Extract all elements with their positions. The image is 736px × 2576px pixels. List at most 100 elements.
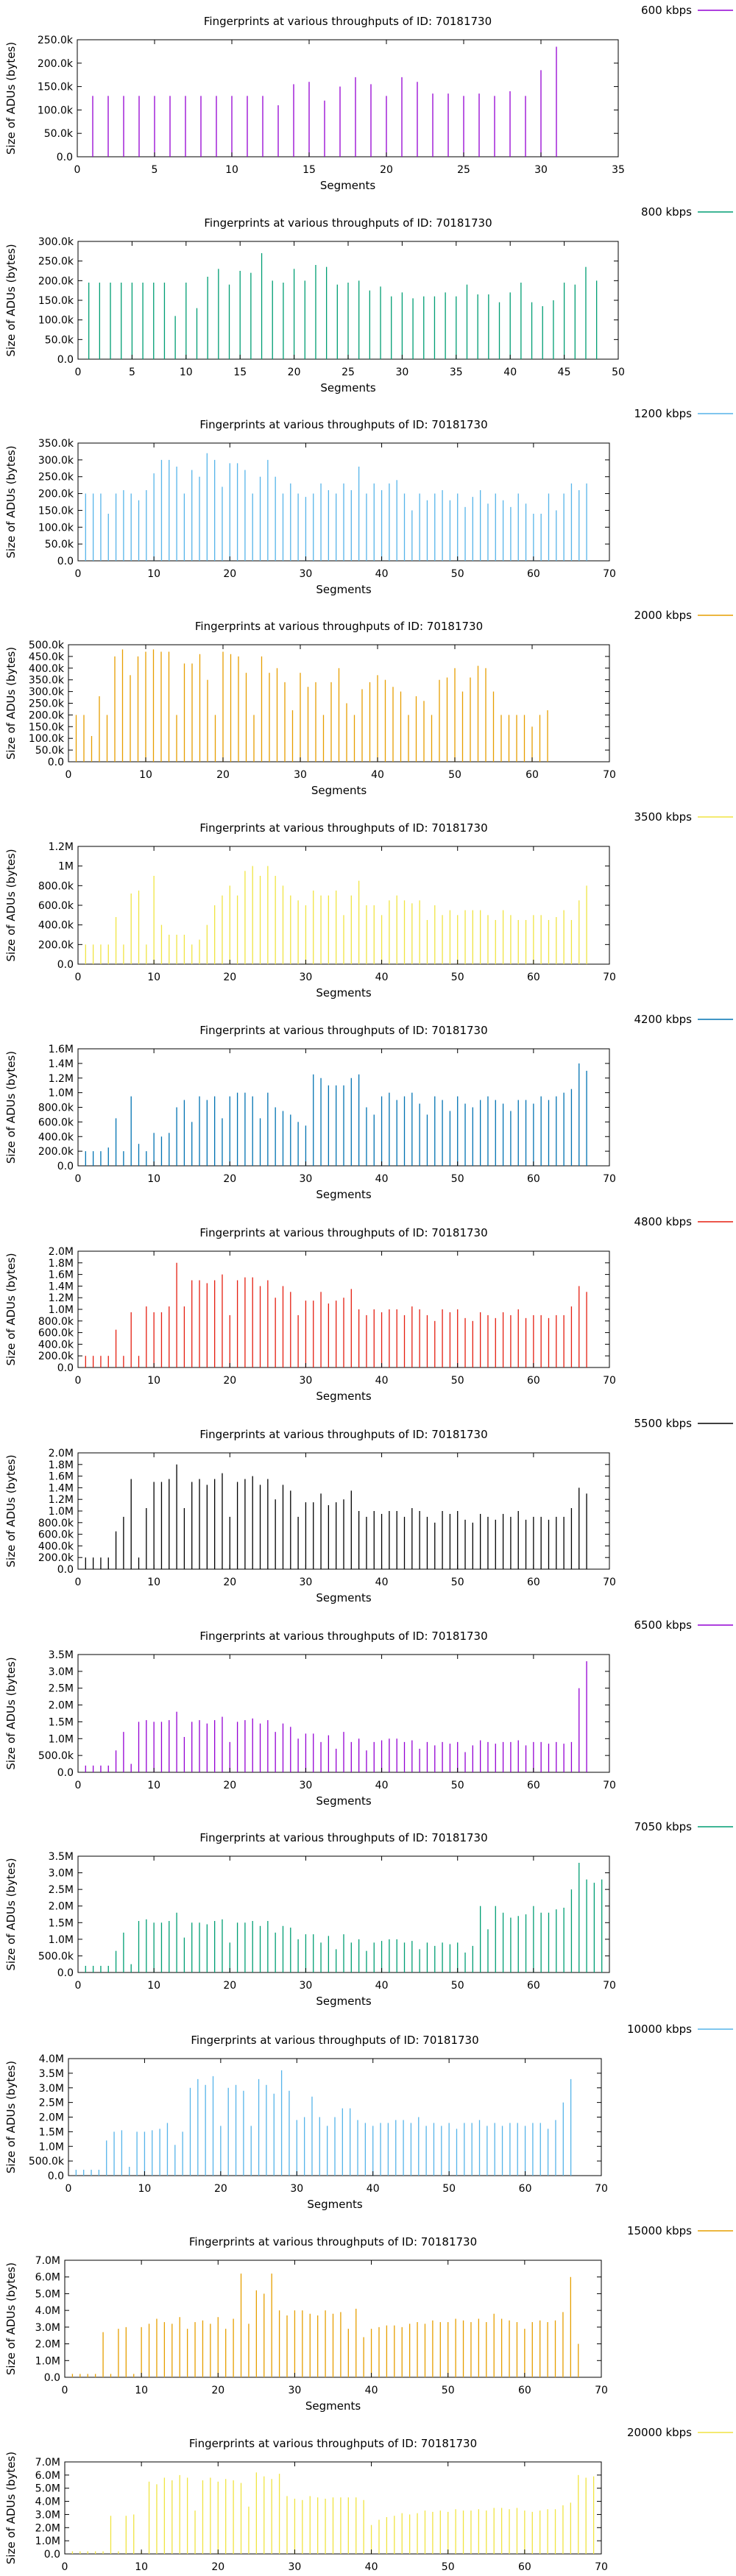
y-tick-label: 800.0k (38, 880, 74, 892)
x-tick-label: 40 (375, 1980, 389, 1992)
chart-panel: Fingerprints at various throughputs of I… (4, 4, 733, 192)
y-tick-label: 200.0k (38, 1552, 74, 1564)
x-tick-label: 10 (138, 2183, 152, 2195)
x-axis-label: Segments (320, 179, 376, 192)
x-tick-label: 40 (375, 1780, 389, 1791)
x-tick-label: 5 (152, 164, 158, 176)
x-tick-label: 30 (300, 1780, 313, 1791)
y-axis-label: Size of ADUs (bytes) (4, 647, 18, 760)
x-axis-label: Segments (316, 1591, 372, 1604)
y-tick-label: 1.8M (49, 1258, 74, 1270)
x-tick-label: 50 (442, 2561, 455, 2573)
y-tick-label: 300.0k (38, 455, 74, 467)
x-tick-label: 40 (365, 2561, 378, 2573)
x-tick-label: 10 (147, 972, 160, 983)
y-tick-label: 100.0k (38, 315, 74, 327)
x-tick-label: 60 (527, 1980, 540, 1992)
x-tick-label: 60 (518, 2561, 531, 2573)
y-tick-label: 1.2M (49, 841, 74, 853)
y-tick-label: 200.0k (38, 939, 74, 951)
y-tick-label: 6.0M (35, 2470, 60, 2482)
y-tick-label: 0.0 (57, 152, 73, 163)
y-tick-label: 1.6M (49, 1044, 74, 1055)
y-tick-label: 250.0k (38, 256, 74, 268)
chart-panel: Fingerprints at various throughputs of I… (4, 1618, 733, 1808)
x-tick-label: 0 (66, 769, 72, 781)
y-tick-label: 4.0M (39, 2053, 64, 2065)
chart-title: Fingerprints at various throughputs of I… (199, 1831, 487, 1844)
y-tick-label: 1.8M (49, 1459, 74, 1471)
y-tick-label: 500.0k (29, 640, 65, 651)
y-axis-label: Size of ADUs (bytes) (4, 445, 18, 558)
x-tick-label: 70 (603, 1173, 616, 1185)
y-tick-label: 4.0M (35, 2497, 60, 2508)
y-tick-label: 0.0 (48, 757, 64, 768)
y-tick-label: 1.0M (49, 1304, 74, 1316)
y-tick-label: 200.0k (29, 710, 65, 721)
y-axis-label: Size of ADUs (bytes) (4, 2061, 18, 2173)
x-tick-label: 60 (527, 1577, 540, 1588)
legend-label: 2000 kbps (634, 609, 693, 622)
x-tick-label: 30 (300, 1980, 313, 1992)
x-tick-label: 60 (527, 1173, 540, 1185)
x-tick-label: 40 (371, 769, 384, 781)
y-tick-label: 7.0M (35, 2255, 60, 2267)
y-tick-label: 3.5M (49, 1649, 74, 1661)
x-tick-label: 50 (451, 568, 464, 580)
x-tick-label: 40 (375, 568, 389, 580)
y-tick-label: 0.0 (48, 2170, 64, 2182)
x-tick-label: 40 (503, 367, 517, 378)
y-tick-label: 1.0M (39, 2141, 64, 2153)
chart-title: Fingerprints at various throughputs of I… (191, 2034, 478, 2047)
y-axis-label: Size of ADUs (bytes) (4, 1454, 18, 1567)
y-tick-label: 1.5M (49, 1917, 74, 1929)
y-tick-label: 1.4M (49, 1281, 74, 1292)
y-tick-label: 50.0k (45, 334, 74, 346)
x-tick-label: 40 (365, 2385, 378, 2396)
x-tick-label: 15 (302, 164, 316, 176)
x-tick-label: 10 (135, 2561, 148, 2573)
y-axis-label: Size of ADUs (bytes) (4, 1858, 18, 1970)
y-tick-label: 200.0k (38, 1351, 74, 1362)
x-tick-label: 10 (139, 769, 152, 781)
chart-title: Fingerprints at various throughputs of I… (199, 418, 487, 431)
x-tick-label: 0 (75, 1375, 82, 1387)
y-tick-label: 600.0k (38, 1328, 74, 1340)
y-tick-label: 600.0k (38, 900, 74, 912)
y-tick-label: 200.0k (38, 58, 74, 70)
x-tick-label: 0 (62, 2561, 68, 2573)
y-tick-label: 1.0M (35, 2536, 60, 2547)
x-tick-label: 0 (74, 164, 81, 176)
chart-panel: Fingerprints at various throughputs of I… (4, 2023, 733, 2211)
y-tick-label: 450.0k (29, 651, 65, 663)
x-tick-label: 70 (595, 2561, 608, 2573)
x-axis-label: Segments (307, 2198, 363, 2211)
y-tick-label: 200.0k (38, 489, 74, 500)
y-tick-label: 400.0k (38, 1339, 74, 1351)
x-tick-label: 50 (451, 1577, 464, 1588)
x-tick-label: 30 (294, 769, 307, 781)
x-tick-label: 60 (527, 568, 540, 580)
y-tick-label: 2.0M (49, 1448, 74, 1459)
y-tick-label: 400.0k (38, 1540, 74, 1552)
x-tick-label: 70 (603, 1980, 616, 1992)
x-axis-label: Segments (316, 1995, 372, 2008)
x-tick-label: 0 (75, 1173, 82, 1185)
legend-label: 4200 kbps (634, 1013, 693, 1026)
y-tick-label: 0.0 (57, 1767, 74, 1779)
y-axis-label: Size of ADUs (bytes) (4, 2452, 18, 2564)
x-tick-label: 50 (442, 2385, 455, 2396)
y-tick-label: 100.0k (29, 733, 65, 745)
x-tick-label: 10 (135, 2385, 148, 2396)
legend-label: 20000 kbps (627, 2426, 692, 2439)
x-tick-label: 40 (375, 972, 389, 983)
y-tick-label: 0.0 (44, 2549, 60, 2561)
x-axis-label: Segments (316, 1794, 372, 1808)
y-tick-label: 800.0k (38, 1316, 74, 1328)
y-tick-label: 1.0M (49, 1733, 74, 1745)
x-tick-label: 20 (223, 1375, 236, 1387)
x-tick-label: 30 (300, 1375, 313, 1387)
y-tick-label: 100.0k (38, 105, 74, 116)
x-tick-label: 20 (223, 1980, 236, 1992)
chart-title: Fingerprints at various throughputs of I… (199, 821, 487, 835)
